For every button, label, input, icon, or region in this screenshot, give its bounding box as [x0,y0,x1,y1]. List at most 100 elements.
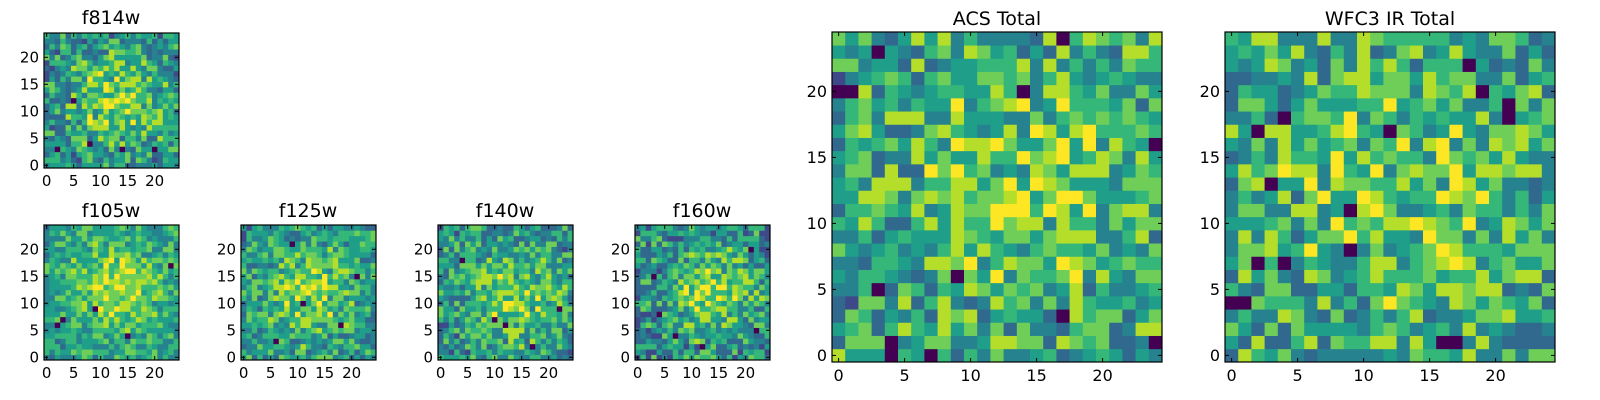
heatmap-cell [1122,150,1136,165]
heatmap-cell [119,306,126,312]
heatmap-cell [92,354,99,361]
heatmap-cell [98,119,104,126]
heatmap-cell [832,124,846,138]
heatmap-cell [645,349,652,355]
heatmap-cell [125,289,131,296]
heatmap-cell [49,92,56,99]
heatmap-cell [443,257,450,264]
heatmap-cell [964,335,978,350]
heatmap-cell [71,60,77,66]
heatmap-cell [246,322,253,328]
heatmap-cell [1251,335,1265,350]
heatmap-cell [1475,32,1490,46]
heatmap-cell [454,246,460,253]
heatmap-cell [1264,296,1279,310]
heatmap-cell [141,349,147,355]
heatmap-cell [76,135,83,142]
heatmap-cell [125,141,131,147]
heatmap-cell [567,316,574,323]
heatmap-cell [635,268,641,274]
heatmap-cell [81,43,88,50]
heatmap-cell [60,306,66,312]
heatmap-cell [125,49,131,55]
heatmap-cell [241,235,247,242]
heatmap-cell [635,262,641,269]
heatmap-cell [1043,296,1057,310]
heatmap-cell [98,322,104,328]
heatmap-cell [513,338,520,345]
heatmap-cell [689,241,695,247]
heatmap-cell [1082,71,1097,86]
heatmap-cell [284,246,290,253]
heatmap-cell [529,322,536,328]
heatmap-cell [1251,150,1265,165]
heatmap-cell [157,76,164,82]
heatmap-cell [76,141,83,147]
heatmap-cell [246,349,253,355]
heatmap-cell [1225,282,1239,297]
heatmap-cell [732,322,738,328]
heatmap-cell [162,81,169,88]
heatmap-cell [743,349,749,355]
heatmap-cell [710,333,717,339]
heatmap-cell [141,65,147,72]
heatmap-cell [465,322,471,328]
heatmap-cell [475,333,482,339]
heatmap-cell [513,306,520,312]
heatmap-cell [1016,348,1031,363]
heatmap-cell [60,33,66,39]
heatmap-cell [54,114,61,120]
heatmap-cell [1528,164,1543,178]
heatmap-cell [492,306,498,312]
heatmap-cell [1383,322,1397,336]
heatmap-cell [556,241,563,247]
heatmap-cell [454,327,460,334]
heatmap-cell [60,60,66,66]
heatmap-cell [316,262,323,269]
heatmap-cell [251,273,258,280]
heatmap-cell [157,262,164,269]
heatmap-cell [289,322,296,328]
heatmap-cell [311,268,317,274]
heatmap-cell [1436,71,1450,86]
heatmap-cell [1515,216,1529,231]
heatmap-cell [672,273,679,280]
heatmap-cell [273,225,280,231]
heatmap-cell [535,262,541,269]
heatmap-cell [1541,243,1556,257]
heatmap-cell [322,295,328,301]
heatmap-cell [1357,124,1371,138]
heatmap-cell [699,300,706,307]
heatmap-cell [721,273,728,280]
heatmap-cell [535,333,541,339]
heatmap-cell [1225,164,1239,178]
heatmap-cell [438,289,444,296]
x-tick-label: 5 [266,364,276,382]
heatmap-cell [950,71,965,86]
heatmap-cell [672,279,679,285]
heatmap-cell [300,279,307,285]
heatmap-cell [535,343,541,350]
heatmap-cell [332,284,339,291]
heatmap-cell [524,268,531,274]
heatmap-cell [737,284,744,291]
heatmap-cell [81,135,88,142]
heatmap-cell [732,262,738,269]
heatmap-cell [65,135,72,142]
heatmap-cell [141,146,147,153]
heatmap-cell [152,119,158,126]
heatmap-cell [716,316,722,323]
heatmap-cell [49,157,56,163]
heatmap-cell [1317,203,1331,218]
heatmap-cell [60,273,66,280]
heatmap-cell [81,268,88,274]
heatmap-cell [103,135,110,142]
heatmap-cell [937,190,952,204]
heatmap-cell [146,76,153,82]
heatmap-cell [119,60,126,66]
heatmap-cell [1135,177,1150,191]
heatmap-cell [257,257,263,264]
heatmap-cell [1082,32,1097,46]
heatmap-cell [135,327,142,334]
heatmap-cell [716,306,722,312]
